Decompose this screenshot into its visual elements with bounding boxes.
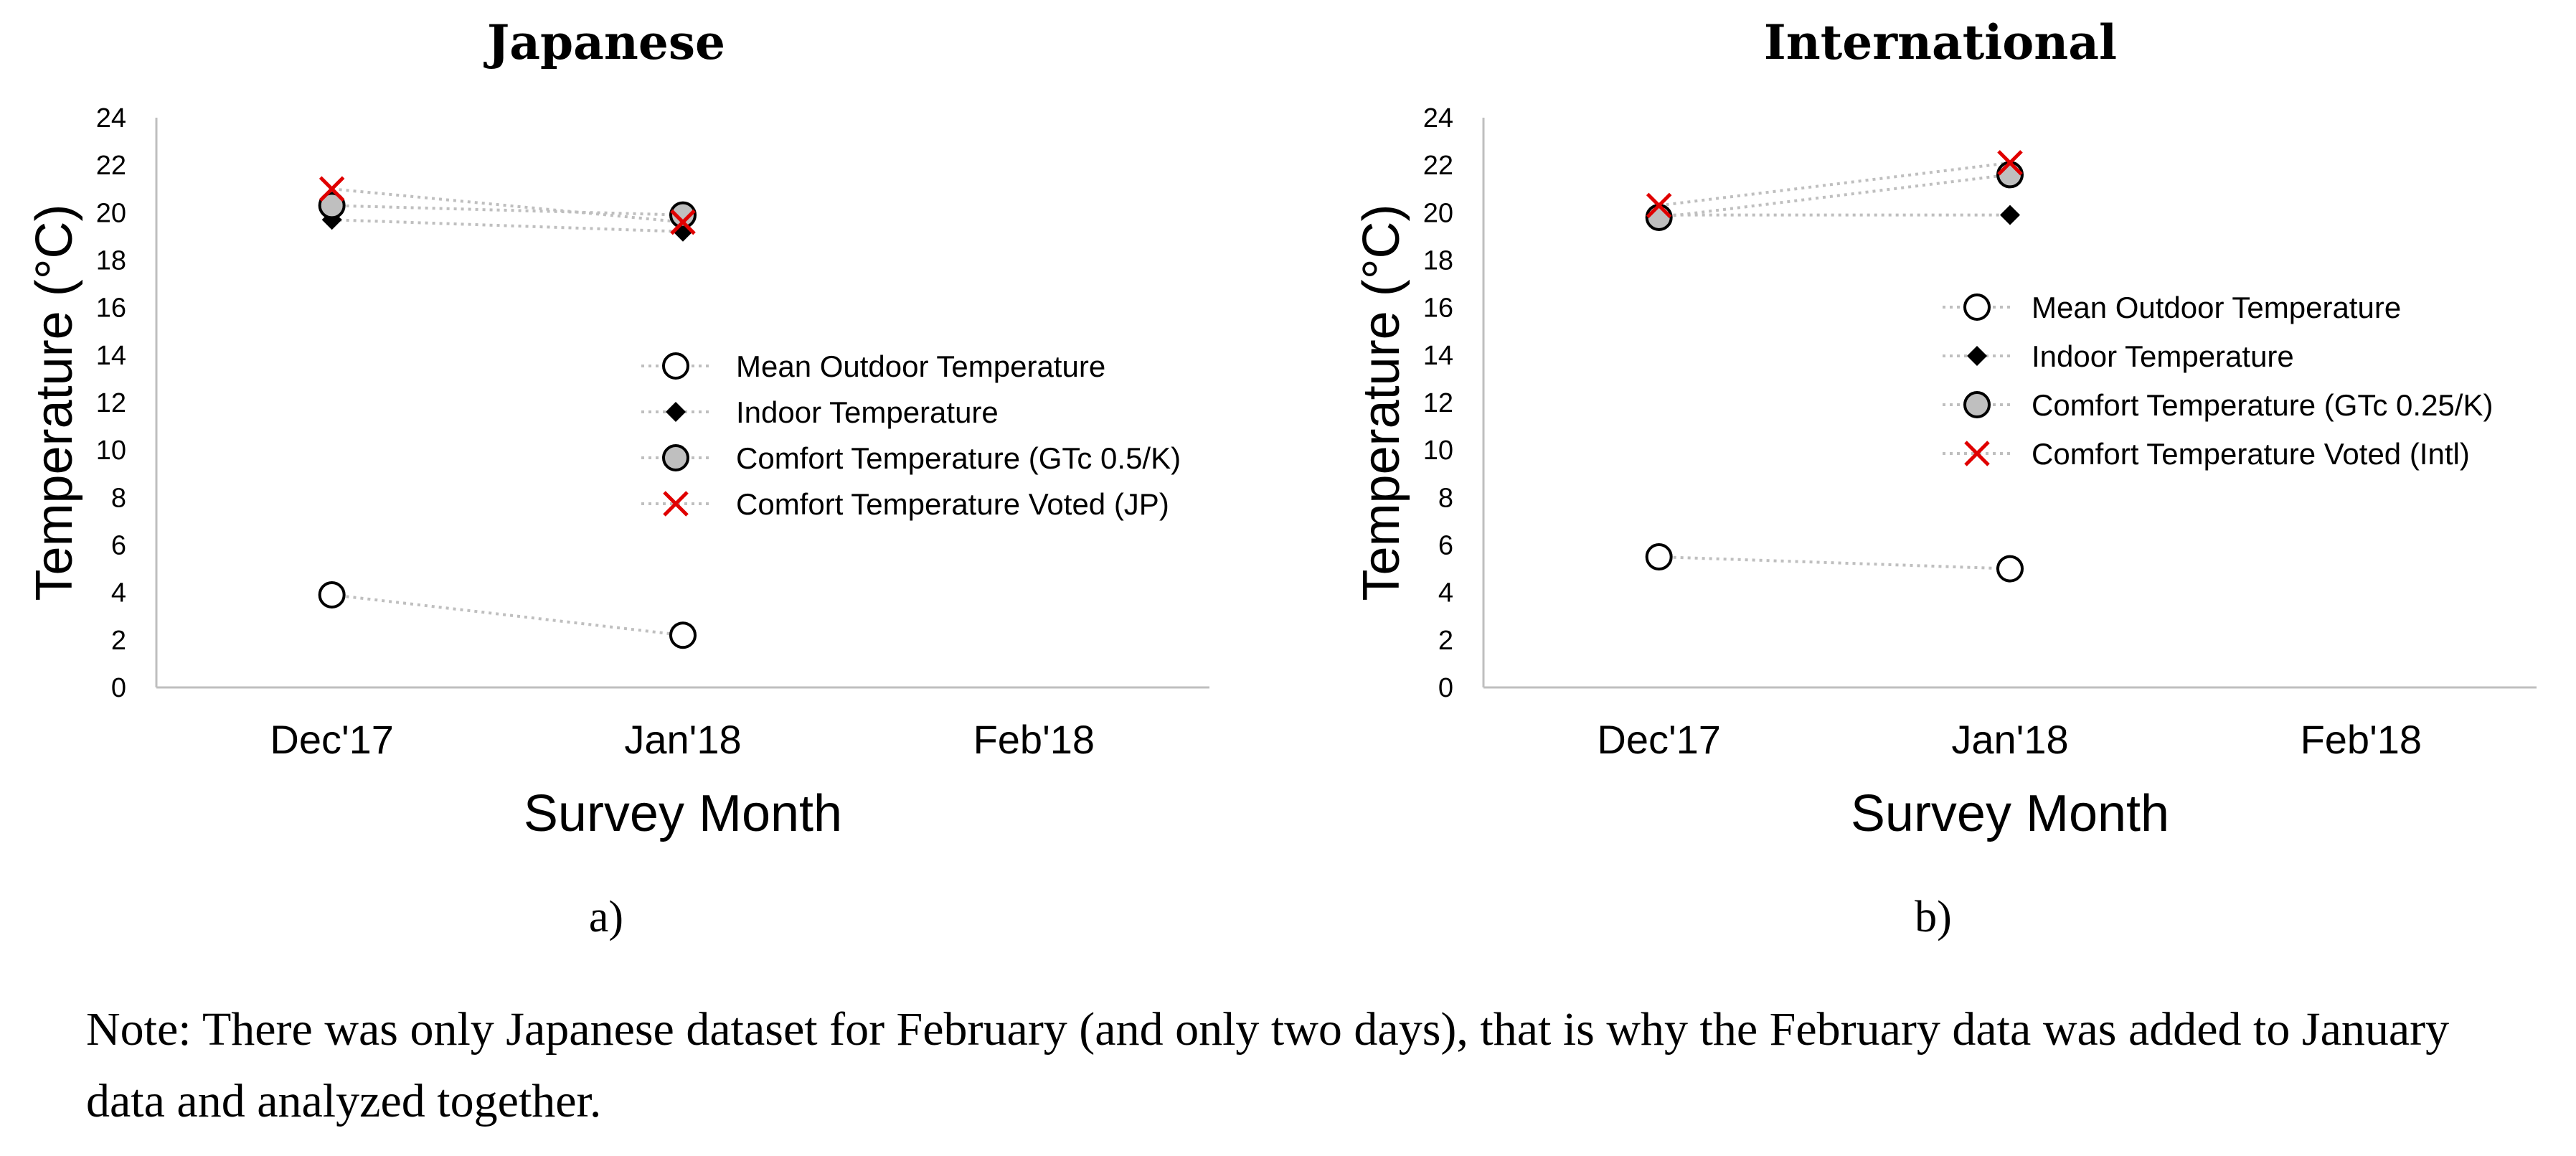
legend-entry: Comfort Temperature (GTc 0.25/K) (2032, 388, 2493, 422)
y-tick-label: 6 (1438, 531, 1453, 561)
data-point-mean-outdoor-temperature (318, 581, 346, 608)
legend-marker (663, 491, 689, 517)
data-point-indoor-temperature (2000, 205, 2020, 225)
y-tick-label: 16 (96, 293, 126, 324)
series-connector-comfort-temperature-gtc-0-5-k (331, 204, 684, 217)
series-connector-comfort-temperature-voted-jp (331, 187, 684, 224)
data-point-comfort-temperature-gtc-0-5-k (318, 192, 346, 220)
y-tick-label: 8 (1438, 483, 1453, 513)
legend-marker (1967, 346, 1987, 366)
y-tick-label: 22 (96, 151, 126, 181)
legend-marker (662, 444, 689, 471)
y-tick-label: 20 (1423, 198, 1453, 228)
y-tick-label: 10 (96, 436, 126, 466)
y-tick-label: 2 (111, 626, 126, 656)
data-point-comfort-temperature-voted-intl (1646, 192, 1672, 219)
legend-marker (666, 402, 686, 422)
data-point-comfort-temperature-voted-intl (1997, 150, 2023, 176)
y-tick-label: 24 (1423, 103, 1453, 133)
legend-marker (662, 352, 689, 380)
legend-marker (1964, 441, 1990, 466)
series-connector-comfort-temperature-voted-intl (1659, 161, 2011, 207)
y-tick-label: 4 (1438, 578, 1453, 608)
y-tick-label: 12 (96, 388, 126, 418)
chart-title: International (1764, 14, 2117, 70)
y-axis-label: Temperature (°C) (26, 205, 83, 601)
y-tick-label: 8 (111, 483, 126, 513)
y-tick-label: 2 (1438, 626, 1453, 656)
y-axis-label: Temperature (°C) (1353, 205, 1410, 601)
data-point-comfort-temperature-voted-jp (670, 209, 696, 235)
legend-marker (1963, 391, 1991, 418)
y-tick-label: 22 (1423, 151, 1453, 181)
y-tick-label: 18 (96, 246, 126, 276)
x-tick-label: Jan'18 (624, 717, 741, 762)
data-point-comfort-temperature-gtc-0-25-k (1645, 203, 1673, 231)
legend-entry: Indoor Temperature (2032, 339, 2294, 373)
legend-entry: Comfort Temperature Voted (Intl) (2032, 437, 2470, 471)
y-tick-label: 24 (96, 103, 126, 133)
y-tick-label: 18 (1423, 246, 1453, 276)
series-connector-mean-outdoor-temperature (331, 593, 684, 637)
legend-entry: Mean Outdoor Temperature (2032, 291, 2401, 324)
data-point-comfort-temperature-gtc-0-5-k (669, 201, 697, 229)
legend-entry: Indoor Temperature (736, 395, 999, 429)
data-point-comfort-temperature-gtc-0-25-k (1996, 161, 2024, 189)
y-tick-label: 12 (1423, 388, 1453, 418)
y-tick-label: 0 (111, 673, 126, 703)
figure-note: Note: There was only Japanese dataset fo… (86, 1003, 2450, 1127)
y-tick-label: 16 (1423, 293, 1453, 324)
legend-marker (1963, 293, 1991, 321)
series-connector-indoor-temperature (331, 218, 684, 233)
y-tick-label: 14 (1423, 341, 1453, 371)
y-tick-label: 0 (1438, 673, 1453, 703)
panel-label: b) (1915, 893, 1952, 941)
data-point-mean-outdoor-temperature (1996, 555, 2024, 583)
legend-entry: Comfort Temperature (GTc 0.5/K) (736, 441, 1181, 475)
y-tick-label: 20 (96, 198, 126, 228)
x-axis-label: Survey Month (1851, 785, 2169, 842)
y-tick-label: 4 (111, 578, 126, 608)
panel-label: a) (589, 893, 623, 941)
x-tick-label: Feb'18 (2301, 717, 2422, 762)
legend-entry: Comfort Temperature Voted (JP) (736, 487, 1169, 521)
data-point-comfort-temperature-voted-jp (319, 176, 345, 202)
x-tick-label: Dec'17 (270, 717, 394, 762)
y-tick-label: 14 (96, 341, 126, 371)
data-point-mean-outdoor-temperature (669, 621, 697, 649)
y-tick-label: 10 (1423, 436, 1453, 466)
y-tick-label: 6 (111, 531, 126, 561)
series-connector-comfort-temperature-gtc-0-25-k (1659, 173, 2011, 219)
x-axis-label: Survey Month (524, 785, 842, 842)
chart-international: International024681012141618202224Dec'17… (1353, 14, 2537, 941)
data-point-mean-outdoor-temperature (1645, 543, 1673, 571)
x-tick-label: Dec'17 (1597, 717, 1721, 762)
legend-entry: Mean Outdoor Temperature (736, 349, 1105, 383)
chart-title: Japanese (483, 14, 725, 70)
x-tick-label: Feb'18 (973, 717, 1095, 762)
x-tick-label: Jan'18 (1951, 717, 2068, 762)
series-connector-mean-outdoor-temperature (1659, 555, 2011, 570)
